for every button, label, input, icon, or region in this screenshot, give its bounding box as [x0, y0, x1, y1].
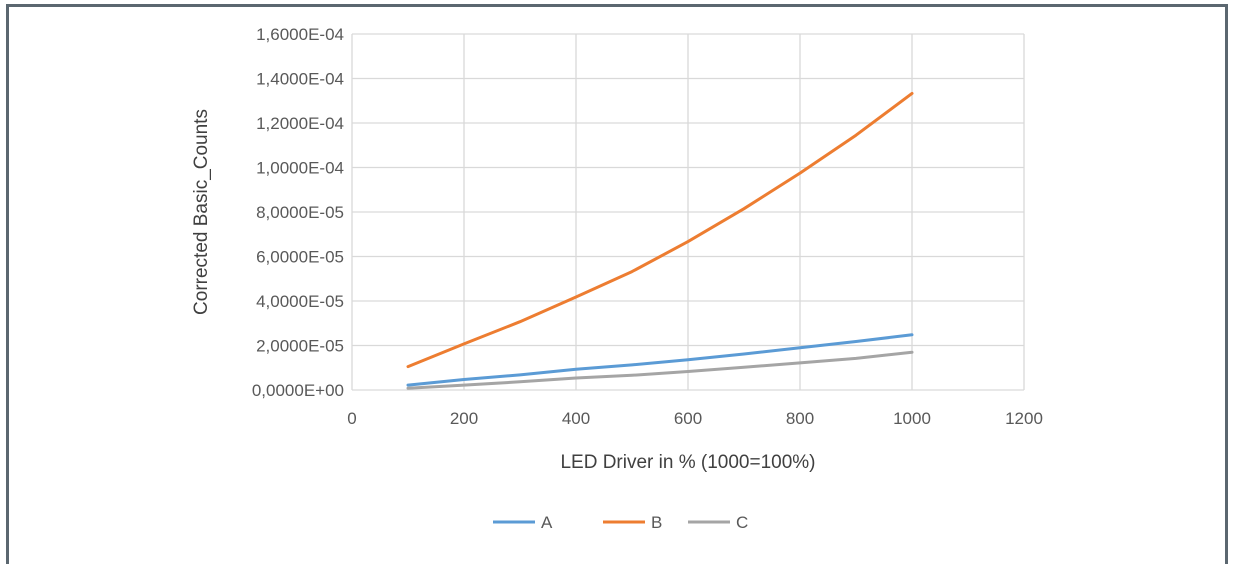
- legend-label-b: B: [651, 513, 662, 532]
- legend-label-c: C: [736, 513, 748, 532]
- series-line-a: [406, 333, 914, 387]
- legend: A B C: [493, 513, 748, 532]
- series-line-c: [406, 350, 914, 390]
- x-tick-label: 600: [674, 409, 702, 428]
- x-axis-ticks: 0 200 400 600 800 1000 1200: [347, 409, 1043, 428]
- y-axis-title: Corrected Basic_Counts: [191, 109, 212, 315]
- y-tick-label: 8,0000E-05: [256, 203, 344, 222]
- x-tick-label: 1200: [1005, 409, 1043, 428]
- x-tick-label: 800: [786, 409, 814, 428]
- y-tick-label: 4,0000E-05: [256, 292, 344, 311]
- gridlines: [351, 33, 1025, 391]
- y-tick-label: 1,0000E-04: [256, 159, 344, 178]
- x-tick-label: 1000: [893, 409, 931, 428]
- y-tick-label: 1,6000E-04: [256, 25, 344, 44]
- x-axis-title: LED Driver in % (1000=100%): [560, 452, 815, 473]
- series-line-b: [406, 91, 914, 369]
- y-tick-label: 1,4000E-04: [256, 70, 344, 89]
- chart-frame: [6, 4, 1228, 564]
- legend-label-a: A: [541, 513, 553, 532]
- y-tick-label: 6,0000E-05: [256, 248, 344, 267]
- x-tick-label: 400: [562, 409, 590, 428]
- x-tick-label: 0: [347, 409, 356, 428]
- y-axis-ticks: 0,0000E+00 2,0000E-05 4,0000E-05 6,0000E-05…: [252, 25, 344, 400]
- y-tick-label: 1,2000E-04: [256, 114, 344, 133]
- x-tick-label: 200: [450, 409, 478, 428]
- y-tick-label: 2,0000E-05: [256, 337, 344, 356]
- series-lines: [406, 91, 914, 390]
- y-tick-label: 0,0000E+00: [252, 381, 344, 400]
